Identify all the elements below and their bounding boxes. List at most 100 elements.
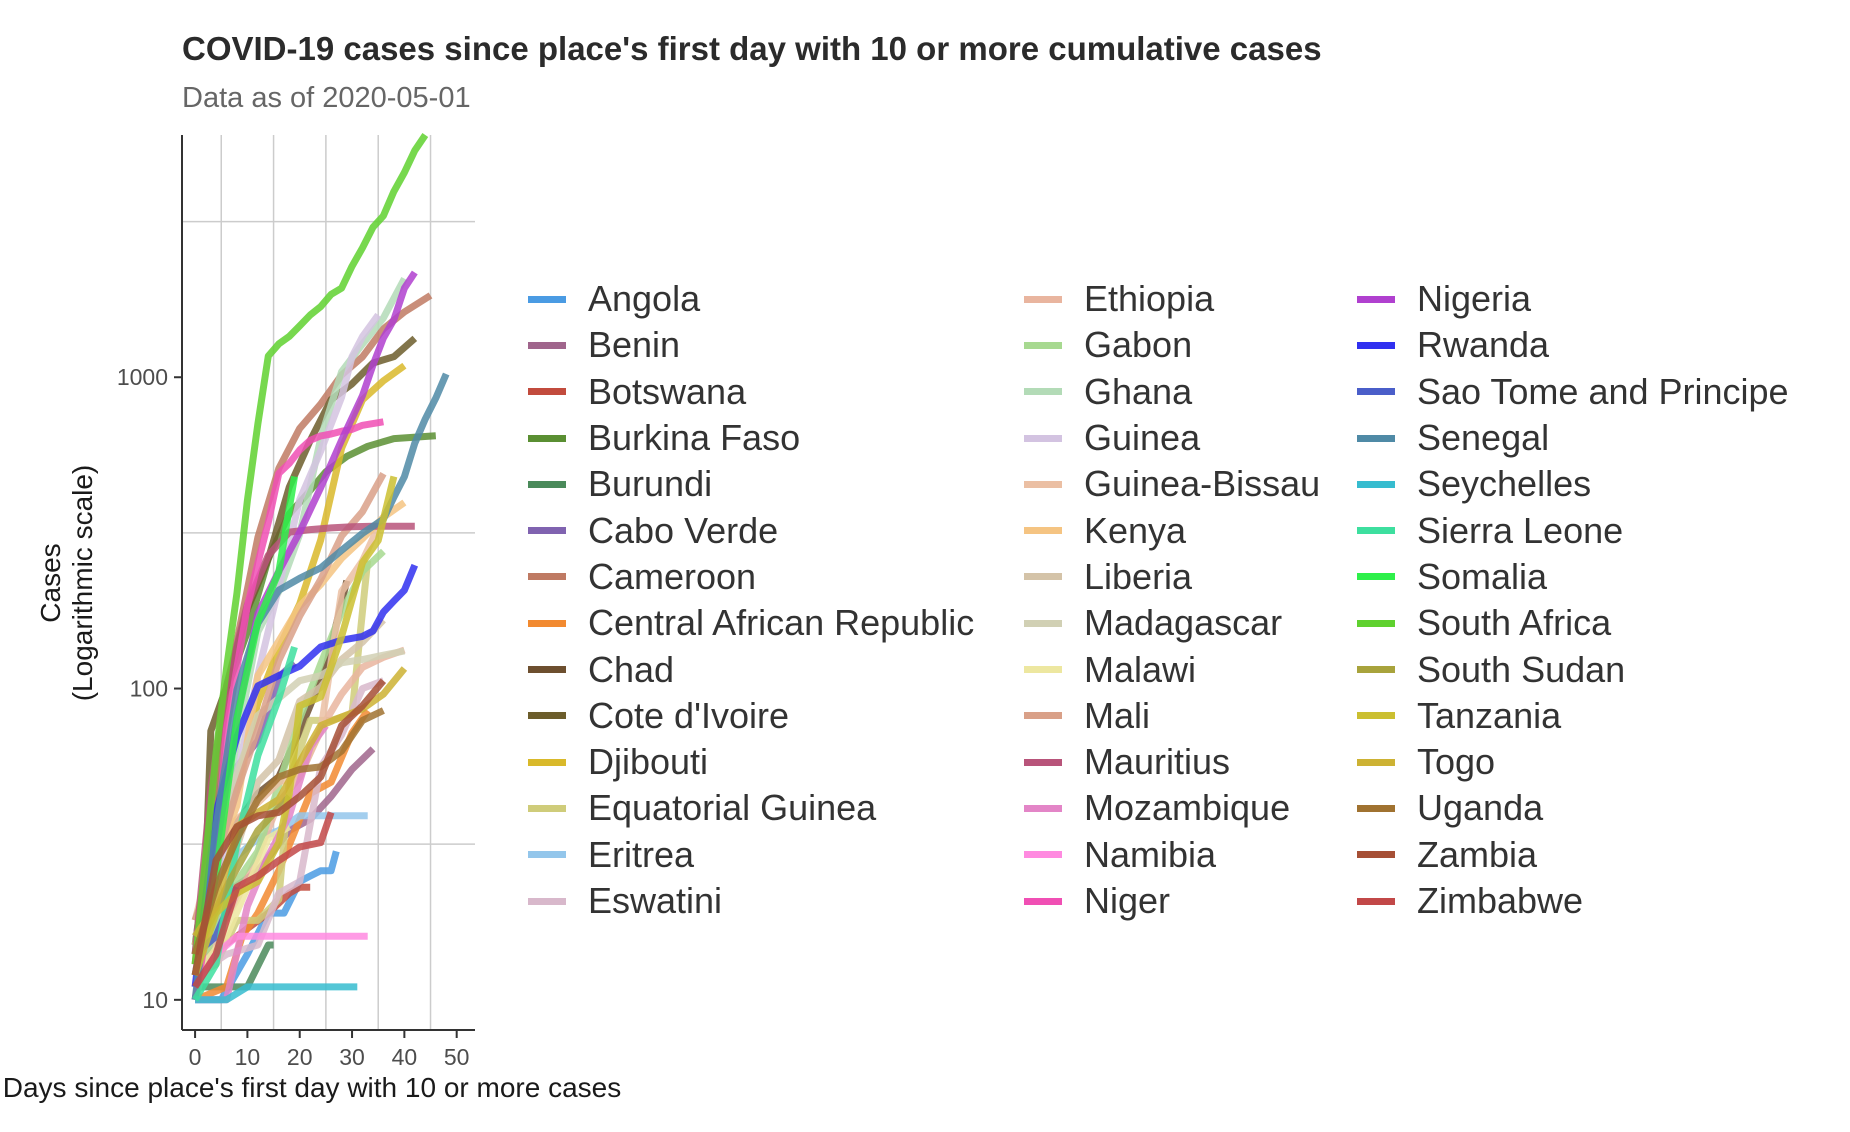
legend-swatch: [1357, 295, 1395, 303]
legend-item-eswatini: Eswatini: [528, 878, 974, 924]
legend-swatch: [528, 619, 566, 627]
legend-label: Burkina Faso: [588, 417, 801, 459]
legend-swatch: [1357, 341, 1395, 349]
legend-item-namibia: Namibia: [1024, 832, 1320, 878]
legend-swatch: [1024, 480, 1062, 488]
legend-item-angola: Angola: [528, 276, 974, 322]
legend-swatch: [528, 712, 566, 720]
legend-item-cameroon: Cameroon: [528, 554, 974, 600]
legend-swatch: [1024, 388, 1062, 396]
legend-item-gabon: Gabon: [1024, 322, 1320, 368]
legend-label: Eritrea: [588, 833, 695, 875]
y-tick-label: 10: [142, 987, 168, 1013]
legend-item-equatorial-guinea: Equatorial Guinea: [528, 785, 974, 831]
legend-swatch: [1357, 712, 1395, 720]
legend-swatch: [1357, 758, 1395, 766]
legend-label: Mozambique: [1084, 787, 1291, 829]
legend-swatch: [1024, 758, 1062, 766]
legend-swatch: [528, 573, 566, 581]
legend-column-3: Nigeria Rwanda Sao Tome and Principe Senega…: [1357, 276, 1789, 924]
legend-item-rwanda: Rwanda: [1357, 322, 1789, 368]
legend-swatch: [1357, 666, 1395, 674]
legend-label: Rwanda: [1417, 324, 1550, 366]
x-tick-label: 20: [287, 1044, 313, 1070]
x-tick-label: 40: [392, 1044, 418, 1070]
axes: 0 10 20 30 40 50 10 100 1000: [117, 135, 475, 1070]
legend-item-djibouti: Djibouti: [528, 739, 974, 785]
legend-item-seychelles: Seychelles: [1357, 461, 1789, 507]
legend-swatch: [528, 758, 566, 766]
legend-item-mali: Mali: [1024, 693, 1320, 739]
y-axis-label-line2: (Logarithmic scale): [67, 465, 98, 702]
legend-item-liberia: Liberia: [1024, 554, 1320, 600]
legend-item-nigeria: Nigeria: [1357, 276, 1789, 322]
legend-item-somalia: Somalia: [1357, 554, 1789, 600]
y-tick-label: 1000: [117, 364, 168, 390]
legend-swatch: [1024, 897, 1062, 905]
legend-swatch: [528, 851, 566, 859]
legend-swatch: [1024, 619, 1062, 627]
legend-swatch: [528, 480, 566, 488]
legend-swatch: [1357, 573, 1395, 581]
legend-label: Mali: [1084, 694, 1151, 736]
legend-item-madagascar: Madagascar: [1024, 600, 1320, 646]
legend-item-kenya: Kenya: [1024, 507, 1320, 553]
legend-item-central-african-republic: Central African Republic: [528, 600, 974, 646]
legend-item-chad: Chad: [528, 646, 974, 692]
legend-item-south-africa: South Africa: [1357, 600, 1789, 646]
series-lines: [191, 133, 450, 1004]
legend-swatch: [1024, 851, 1062, 859]
legend-label: Chad: [588, 648, 675, 690]
legend-label: Mauritius: [1084, 741, 1231, 783]
legend-label: Tanzania: [1417, 694, 1562, 736]
legend-swatch: [528, 434, 566, 442]
series-line-south-africa: [191, 133, 429, 965]
legend-item-eritrea: Eritrea: [528, 832, 974, 878]
chart-title: COVID-19 cases since place's first day w…: [182, 30, 1322, 67]
legend-label: Gabon: [1084, 324, 1193, 366]
legend-item-senegal: Senegal: [1357, 415, 1789, 461]
legend-label: Senegal: [1417, 417, 1550, 459]
legend-swatch: [528, 527, 566, 535]
legend-swatch: [528, 897, 566, 905]
legend-label: South Sudan: [1417, 648, 1626, 690]
series-line-zambia: [191, 678, 387, 976]
legend-swatch: [1357, 388, 1395, 396]
legend-swatch: [528, 388, 566, 396]
legend-item-cabo-verde: Cabo Verde: [528, 507, 974, 553]
legend-swatch: [1024, 804, 1062, 812]
legend-label: Djibouti: [588, 741, 709, 783]
legend-item-sao-tome-and-principe: Sao Tome and Principe: [1357, 369, 1789, 415]
legend-label: Togo: [1417, 741, 1496, 783]
legend-label: Eswatini: [588, 880, 723, 921]
y-tick-label: 100: [130, 676, 168, 702]
legend-item-sierra-leone: Sierra Leone: [1357, 507, 1789, 553]
legend-item-ethiopia: Ethiopia: [1024, 276, 1320, 322]
legend-label: Namibia: [1084, 833, 1217, 875]
legend-label: Liberia: [1084, 555, 1193, 597]
series-line-rwanda: [191, 563, 419, 988]
legend-item-zambia: Zambia: [1357, 832, 1789, 878]
legend-item-botswana: Botswana: [528, 369, 974, 415]
legend-item-uganda: Uganda: [1357, 785, 1789, 831]
legend-label: Cabo Verde: [588, 509, 779, 551]
legend-item-togo: Togo: [1357, 739, 1789, 785]
series-line-namibia: [192, 932, 368, 989]
series-line-uganda: [191, 707, 385, 956]
legend-item-south-sudan: South Sudan: [1357, 646, 1789, 692]
legend-swatch: [1024, 666, 1062, 674]
legend-swatch: [1357, 851, 1395, 859]
legend-swatch: [1024, 573, 1062, 581]
series-line-zimbabwe: [192, 811, 335, 989]
legend-swatch: [1357, 619, 1395, 627]
legend-label: Ethiopia: [1084, 278, 1215, 320]
legend-label: Botswana: [588, 370, 747, 412]
legend-label: Uganda: [1417, 787, 1544, 829]
legend-label: Cote d'Ivoire: [588, 694, 789, 736]
legend-swatch: [528, 341, 566, 349]
legend-swatch: [528, 666, 566, 674]
legend-label: Guinea: [1084, 417, 1201, 459]
legend-label: Burundi: [588, 463, 713, 505]
legend-item-zimbabwe: Zimbabwe: [1357, 878, 1789, 924]
legend-label: Zimbabwe: [1417, 880, 1584, 921]
